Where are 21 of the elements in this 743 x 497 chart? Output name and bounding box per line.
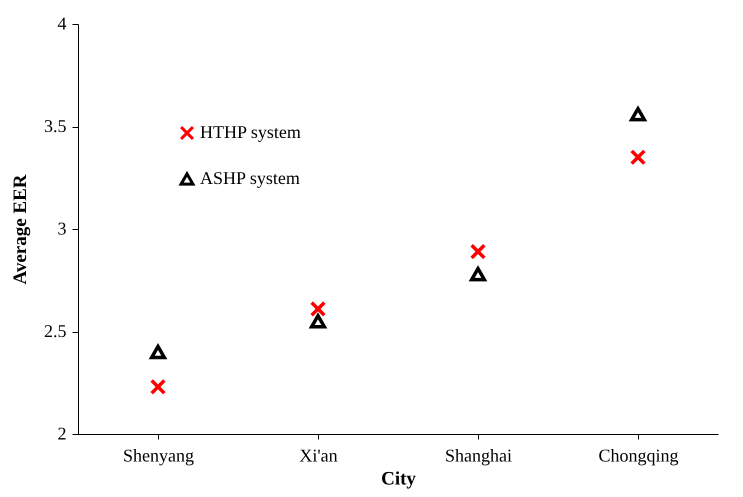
y-tick-label: 3 <box>58 218 66 238</box>
point <box>630 149 646 166</box>
point <box>150 378 166 395</box>
point <box>150 344 166 360</box>
x-tick-label: Shenyang <box>123 446 194 466</box>
legend-label: HTHP system <box>200 122 301 142</box>
x-tick-label: Shanghai <box>445 446 512 466</box>
point <box>470 266 486 282</box>
x-tick-label: Chongqing <box>598 446 679 466</box>
point <box>310 314 326 328</box>
y-tick-label: 2.5 <box>44 321 66 341</box>
y-tick-label: 3.5 <box>44 116 66 136</box>
legend-label: ASHP system <box>200 168 300 188</box>
y-axis-title: Average EER <box>10 174 31 284</box>
y-tick-label: 4 <box>58 14 66 34</box>
x-axis-title: City <box>381 468 416 490</box>
point <box>630 106 646 122</box>
point <box>310 300 326 318</box>
x-tick-label: Xi'an <box>299 446 338 466</box>
y-tick-label: 2 <box>58 424 66 444</box>
point <box>470 243 486 260</box>
